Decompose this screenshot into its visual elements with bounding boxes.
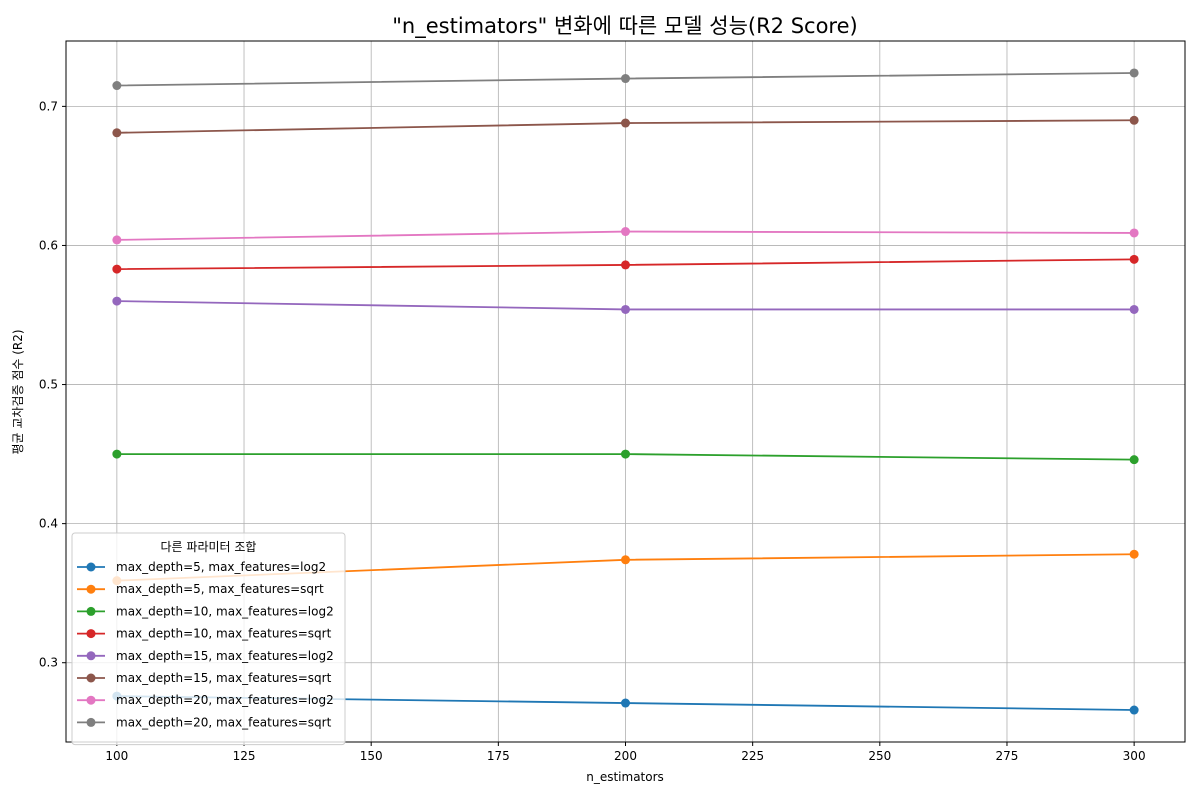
series-5 [112, 115, 1139, 138]
data-point [1129, 68, 1139, 78]
chart-title: "n_estimators" 변화에 따른 모델 성능(R2 Score) [392, 14, 857, 39]
data-point [621, 227, 630, 237]
y-tick-label: 0.6 [39, 238, 58, 252]
data-point [112, 449, 122, 459]
x-tick-label: 250 [868, 749, 891, 763]
y-axis-label: 평균 교차검증 점수 (R2) [11, 329, 25, 454]
legend-label: max_depth=15, max_features=sqrt [116, 671, 332, 685]
legend-label: max_depth=15, max_features=log2 [116, 649, 334, 663]
legend-label: max_depth=5, max_features=log2 [116, 560, 326, 574]
x-tick-label: 150 [360, 749, 383, 763]
legend-swatch-marker [86, 717, 96, 727]
legend-box [71, 532, 346, 746]
data-point [1129, 549, 1139, 559]
data-point [1129, 705, 1139, 715]
legend-title: 다른 파라미터 조합 [161, 540, 257, 554]
data-point [112, 296, 122, 306]
legend-swatch-marker [86, 695, 96, 705]
data-point [112, 81, 122, 91]
x-axis: 100 125 150 175 200 225 250 275 300 [105, 742, 1146, 763]
data-point [621, 449, 630, 459]
legend-swatch-marker [86, 606, 96, 616]
data-point [1129, 115, 1139, 125]
legend-item: max_depth=20, max_features=sqrt [77, 715, 332, 729]
series-7 [112, 68, 1139, 91]
x-tick-label: 100 [105, 749, 128, 763]
legend-item: max_depth=20, max_features=log2 [77, 693, 334, 707]
y-tick-label: 0.3 [39, 656, 58, 670]
data-point [621, 118, 630, 128]
data-point [1129, 254, 1139, 264]
data-point [621, 555, 630, 565]
data-point [112, 235, 122, 245]
legend-label: max_depth=20, max_features=sqrt [116, 715, 332, 729]
data-point [621, 698, 630, 708]
data-point [621, 260, 630, 270]
series-6 [112, 227, 1139, 245]
data-point [621, 74, 630, 84]
x-tick-label: 200 [614, 749, 637, 763]
legend-item: max_depth=5, max_features=log2 [77, 560, 326, 574]
x-tick-label: 125 [233, 749, 256, 763]
data-point [1129, 304, 1139, 314]
data-point [1129, 228, 1139, 238]
x-tick-label: 175 [487, 749, 510, 763]
legend-label: max_depth=20, max_features=log2 [116, 693, 334, 707]
legend-item: max_depth=10, max_features=sqrt [77, 627, 332, 641]
legend-label: max_depth=10, max_features=log2 [116, 604, 334, 618]
legend-label: max_depth=10, max_features=sqrt [116, 627, 332, 641]
y-tick-label: 0.7 [39, 99, 58, 113]
legend-swatch-marker [86, 562, 96, 572]
y-tick-label: 0.5 [39, 378, 58, 392]
x-tick-label: 225 [741, 749, 764, 763]
series-3 [112, 254, 1139, 274]
legend-swatch-marker [86, 673, 96, 683]
data-point [621, 304, 630, 314]
y-tick-label: 0.4 [39, 517, 58, 531]
legend-swatch-marker [86, 629, 96, 639]
legend: 다른 파라미터 조합 max_depth=5, max_features=log2… [71, 532, 346, 746]
grid [66, 41, 1185, 742]
x-axis-label: n_estimators [586, 770, 664, 784]
legend-swatch-marker [86, 651, 96, 661]
y-axis: 0.3 0.4 0.5 0.6 0.7 [39, 99, 66, 670]
data-point [1129, 455, 1139, 465]
legend-item: max_depth=5, max_features=sqrt [77, 582, 324, 596]
legend-item: max_depth=10, max_features=log2 [77, 604, 334, 618]
legend-item: max_depth=15, max_features=sqrt [77, 671, 332, 685]
x-tick-label: 275 [996, 749, 1019, 763]
series-2 [112, 449, 1139, 465]
data-point [112, 264, 122, 274]
x-tick-label: 300 [1123, 749, 1146, 763]
legend-swatch-marker [86, 584, 96, 594]
series-4 [112, 296, 1139, 314]
legend-label: max_depth=5, max_features=sqrt [116, 582, 324, 596]
legend-item: max_depth=15, max_features=log2 [77, 649, 334, 663]
data-point [112, 128, 122, 138]
